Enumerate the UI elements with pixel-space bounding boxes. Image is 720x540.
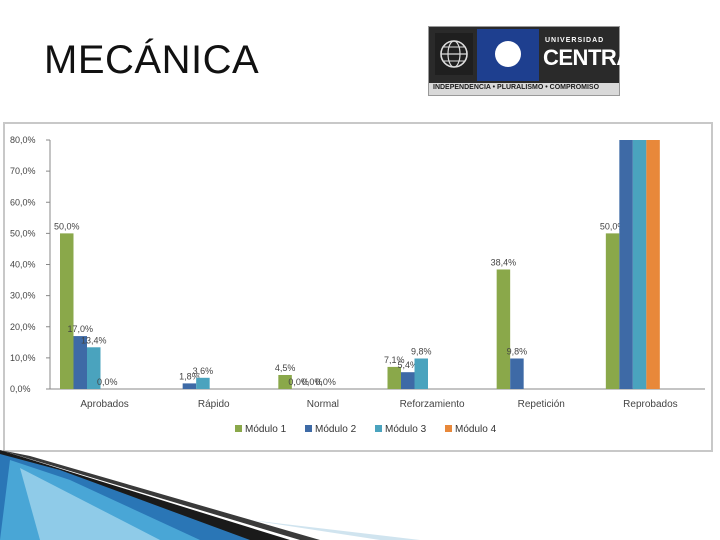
data-label: 9,8% xyxy=(411,346,432,356)
y-tick-label: 10,0% xyxy=(10,353,36,363)
logo-motto-bar xyxy=(429,83,619,95)
bar-modulo2 xyxy=(182,383,197,389)
bar-modulo4 xyxy=(646,140,660,389)
data-label: 4,5% xyxy=(275,363,296,373)
bar-modulo2 xyxy=(619,140,633,389)
data-label: 3,6% xyxy=(193,366,214,376)
bar-modulo2 xyxy=(510,358,524,389)
y-tick-label: 70,0% xyxy=(10,166,36,176)
data-label: 0,0% xyxy=(97,377,118,387)
university-logo: UNIVERSIDAD CENTRAL INDEPENDENCIA • PLUR… xyxy=(428,26,645,96)
bar-modulo3 xyxy=(632,140,647,389)
logo-motto: INDEPENDENCIA • PLURALISMO • COMPROMISO xyxy=(433,84,600,91)
legend-swatch xyxy=(375,425,382,432)
slide-title: MECÁNICA xyxy=(44,38,260,82)
bar-modulo1 xyxy=(605,233,620,389)
globe-icon xyxy=(435,33,473,75)
data-label: 9,8% xyxy=(507,346,528,356)
data-label: 13,4% xyxy=(81,335,107,345)
data-label: 0,0% xyxy=(302,377,323,387)
bar-modulo2 xyxy=(73,336,87,389)
logo-line1: UNIVERSIDAD xyxy=(545,37,605,44)
data-label: 17,0% xyxy=(67,324,93,334)
logo-white-dot xyxy=(495,41,521,67)
bar-modulo2 xyxy=(401,372,415,389)
y-tick-label: 40,0% xyxy=(10,260,36,270)
data-label: 5,4% xyxy=(397,360,418,370)
bar-modulo1 xyxy=(60,233,74,389)
bar-modulo1 xyxy=(387,366,401,389)
chart-frame: 0,0% 10,0% 20,0% 30,0% 40,0% 50,0% 60,0% 70,0% 8… xyxy=(3,122,713,452)
legend-swatch xyxy=(235,425,242,432)
category-label: Rápido xyxy=(198,399,230,410)
bar-modulo1 xyxy=(496,269,511,389)
bar-modulo3 xyxy=(87,347,101,389)
legend-swatch xyxy=(445,425,452,432)
data-label: 1,8% xyxy=(179,371,200,381)
legend-label: Módulo 4 xyxy=(455,424,497,435)
decorative-swoosh xyxy=(0,450,420,540)
category-label: Normal xyxy=(307,399,339,410)
data-label: 38,4% xyxy=(491,257,517,267)
bar-chart: 0,0% 10,0% 20,0% 30,0% 40,0% 50,0% 60,0% 70,0% 8… xyxy=(10,135,705,435)
category-label: Reforzamiento xyxy=(400,399,465,410)
legend-swatch xyxy=(305,425,312,432)
data-label: 0,0% xyxy=(315,377,336,387)
data-label: 50,0% xyxy=(54,221,80,231)
y-tick-label: 30,0% xyxy=(10,291,36,301)
legend-label: Módulo 3 xyxy=(385,424,427,435)
category-label: Aprobados xyxy=(80,399,128,410)
y-tick-label: 50,0% xyxy=(10,228,36,238)
legend-label: Módulo 1 xyxy=(245,424,287,435)
data-label: 50,0% xyxy=(600,221,626,231)
y-tick-label: 60,0% xyxy=(10,197,36,207)
category-label: Reprobados xyxy=(623,399,677,410)
y-tick-label: 80,0% xyxy=(10,135,36,145)
data-label: 7,1% xyxy=(384,355,405,365)
legend-label: Módulo 2 xyxy=(315,424,357,435)
logo-line2: CENTRAL xyxy=(543,45,645,70)
bar-modulo1 xyxy=(278,374,292,389)
category-label: Repetición xyxy=(518,399,565,410)
bar-modulo3 xyxy=(196,377,210,389)
y-tick-label: 0,0% xyxy=(10,384,31,394)
y-tick-label: 20,0% xyxy=(10,322,36,332)
data-label: 0,0% xyxy=(288,377,309,387)
bar-modulo3 xyxy=(414,358,428,389)
